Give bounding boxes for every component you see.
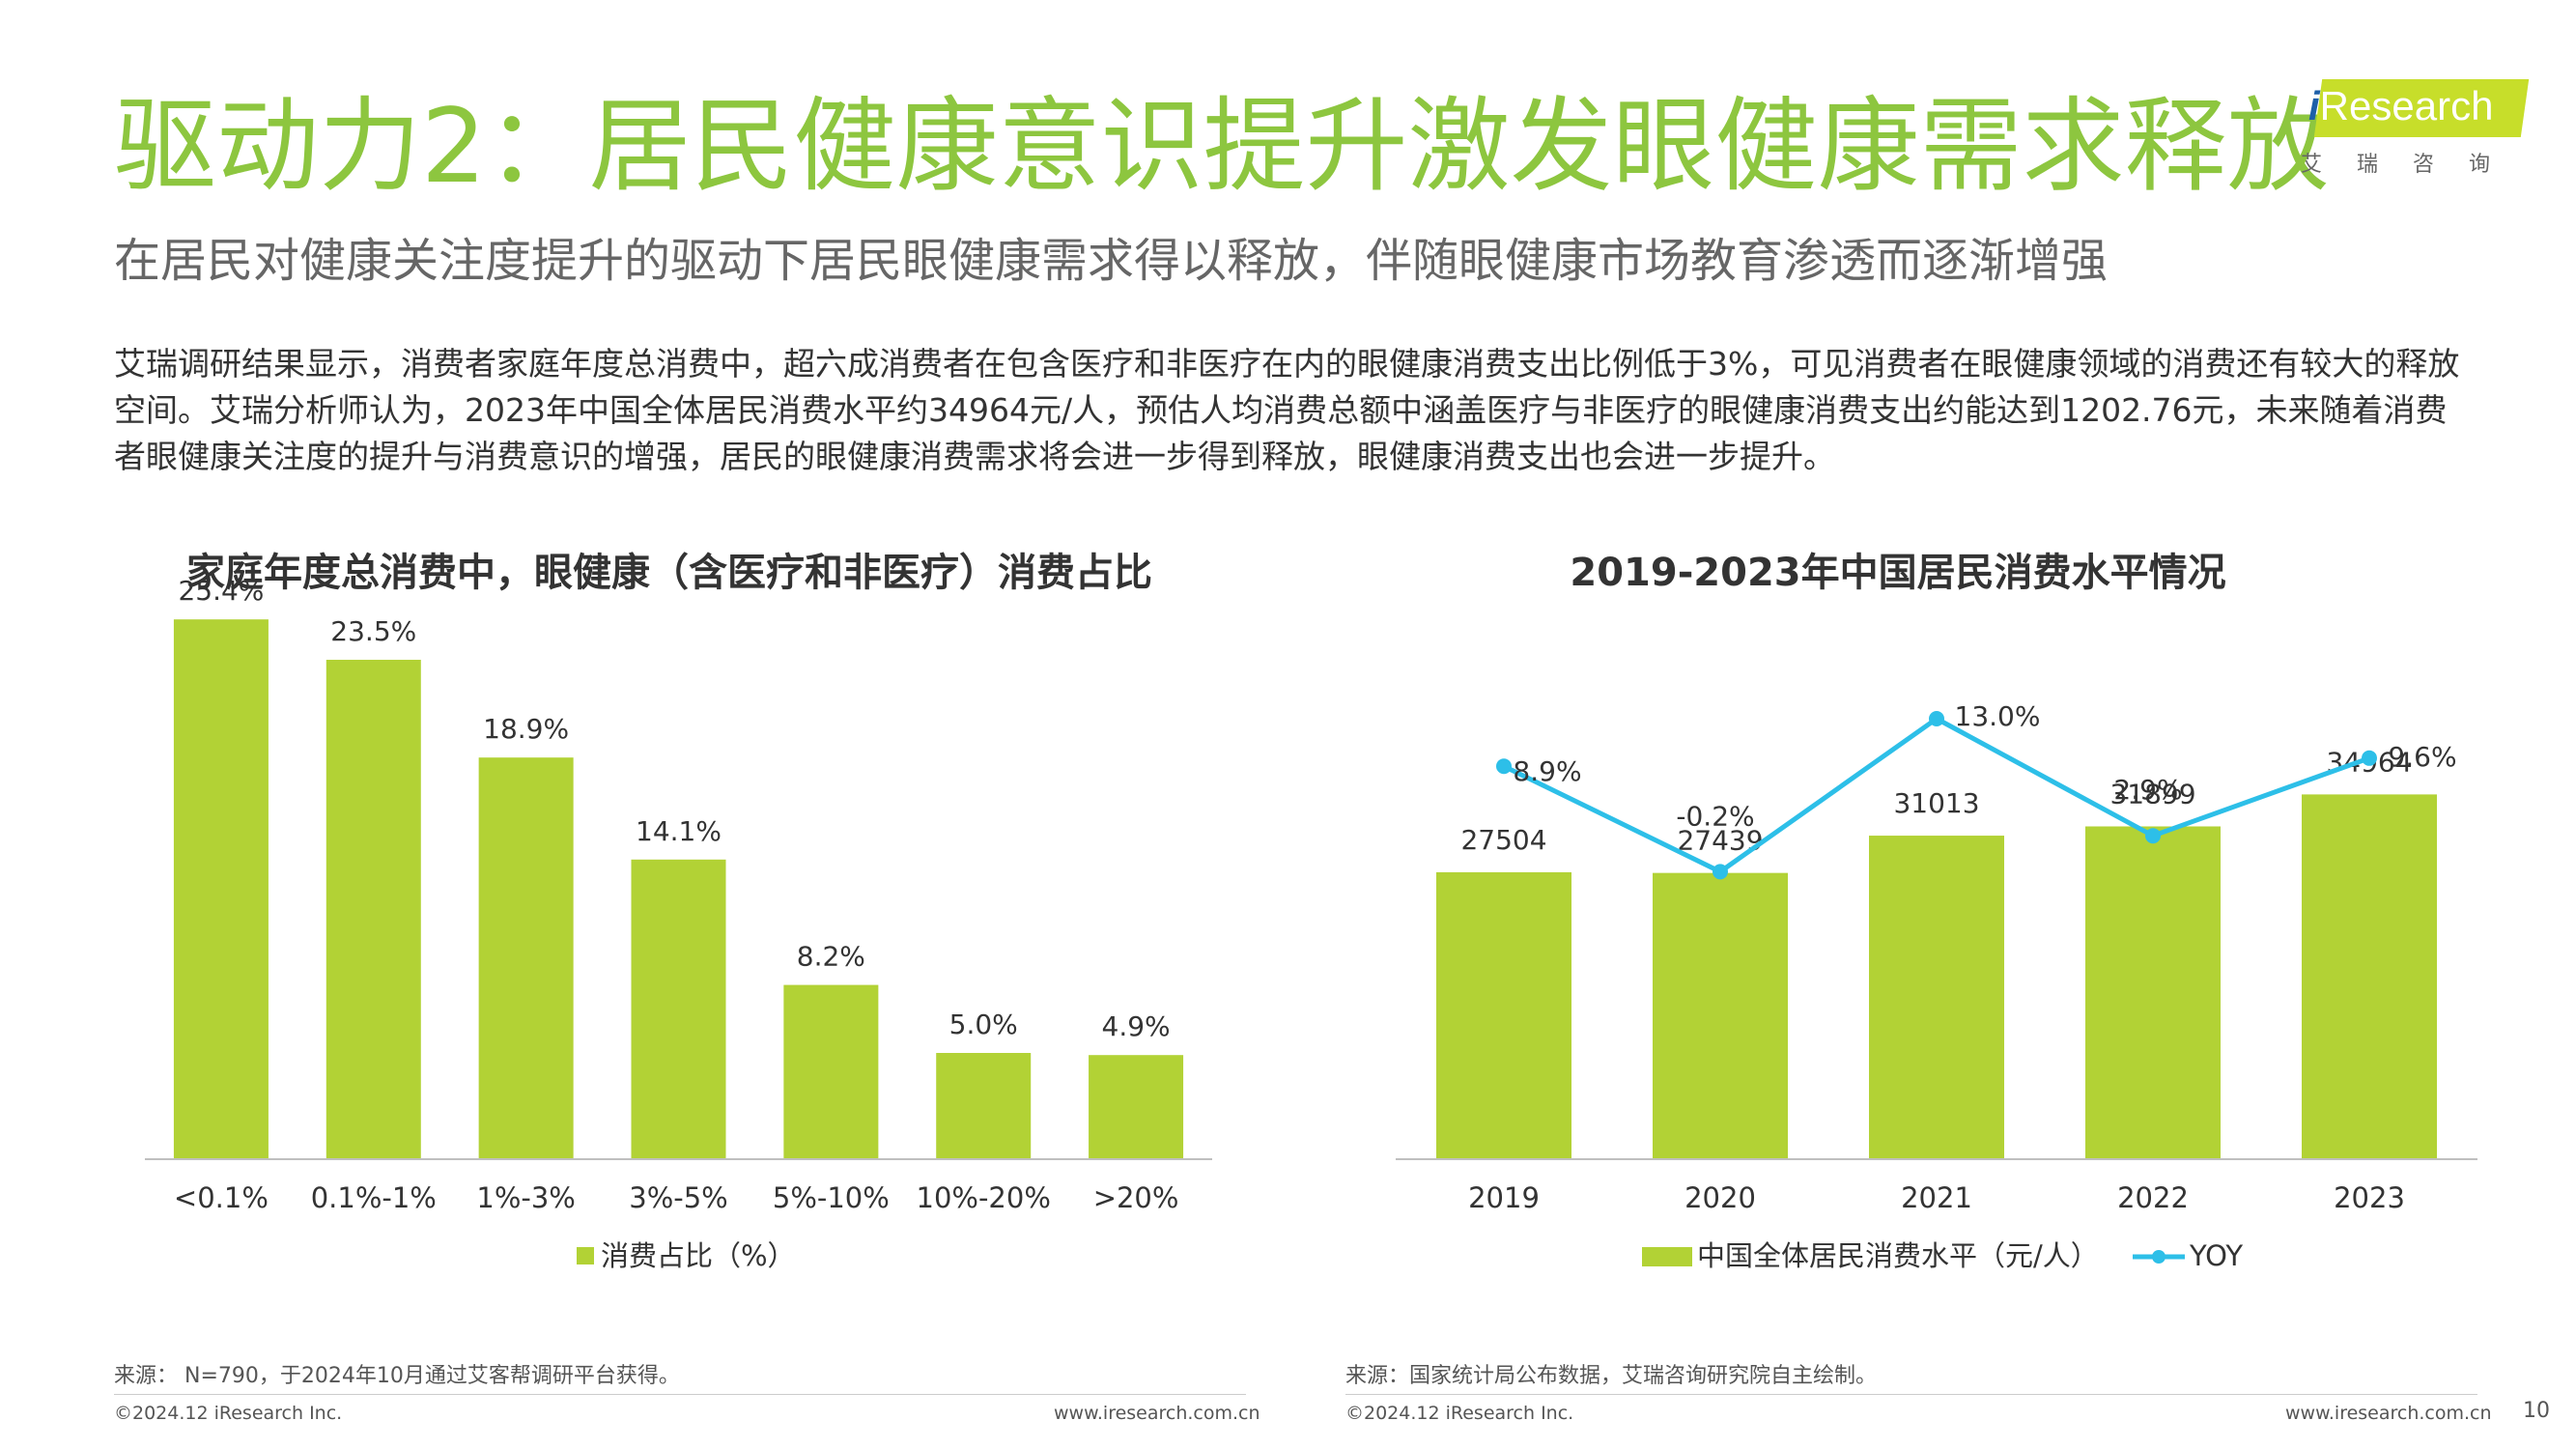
yoy-point — [1929, 711, 1944, 726]
right-chart-source: 来源：国家统计局公布数据，艾瑞咨询研究院自主绘制。 — [1345, 1364, 1878, 1388]
yoy-point — [1713, 864, 1728, 880]
x-tick-label: 3%-5% — [629, 1181, 727, 1214]
bar-consumption-level — [2085, 826, 2221, 1159]
bar-data-label: 25.4% — [178, 575, 264, 607]
bar-data-label: 4.9% — [1102, 1010, 1171, 1042]
page-subtitle: 在居民对健康关注度提升的驱动下居民眼健康需求得以释放，伴随眼健康市场教育渗透而逐… — [114, 234, 2109, 288]
footer-website-left[interactable]: www.iresearch.com.cn — [1054, 1403, 1260, 1424]
bar-consumption-share — [173, 619, 269, 1159]
yoy-point — [2145, 828, 2161, 844]
analysis-paragraph: 艾瑞调研结果显示，消费者家庭年度总消费中，超六成消费者在包含医疗和非医疗在内的眼… — [114, 345, 2460, 475]
x-tick-label: 1%-3% — [476, 1181, 575, 1214]
bar-data-label: 23.5% — [330, 615, 416, 647]
yoy-data-label: 8.9% — [1513, 755, 1581, 787]
left-chart-title: 家庭年度总消费中，眼健康（含医疗和非医疗）消费占比 — [186, 551, 1152, 595]
x-tick-label: 0.1%-1% — [311, 1181, 437, 1214]
bar-data-label: 18.9% — [483, 713, 569, 745]
bar-data-label: 8.2% — [797, 941, 865, 973]
footer-divider-left — [114, 1394, 1246, 1395]
legend-label: YOY — [2189, 1239, 2243, 1272]
x-tick-label: >20% — [1093, 1181, 1179, 1214]
yoy-data-label: 13.0% — [1955, 700, 2041, 732]
x-tick-label: 10%-20% — [917, 1181, 1051, 1214]
legend-swatch-point — [2152, 1250, 2166, 1264]
bar-data-label: 14.1% — [636, 815, 722, 847]
yoy-point — [1496, 758, 1512, 775]
footer-website-right[interactable]: www.iresearch.com.cn — [2285, 1403, 2492, 1424]
bar-consumption-level — [1436, 871, 1571, 1159]
legend-swatch-bar — [1642, 1247, 1692, 1266]
bar-data-label: 5.0% — [949, 1009, 1018, 1040]
legend-label: 消费占比（%） — [601, 1239, 796, 1272]
x-tick-label: 5%-10% — [773, 1181, 890, 1214]
x-tick-label: 2020 — [1684, 1181, 1756, 1214]
yoy-data-label: -0.2% — [1676, 800, 1754, 832]
footer-copyright-right: ©2024.12 iResearch Inc. — [1345, 1403, 1574, 1424]
bar-data-label: 31899 — [2109, 778, 2195, 810]
yoy-point — [2362, 750, 2377, 766]
bar-consumption-share — [326, 660, 421, 1159]
x-tick-label: <0.1% — [174, 1181, 269, 1214]
bar-data-label: 31013 — [1893, 787, 1979, 819]
bar-consumption-level — [2302, 794, 2437, 1159]
iresearch-logo: iResearch 艾瑞咨询 — [2301, 64, 2533, 180]
left-chart-source: 来源： N=790，于2024年10月通过艾客帮调研平台获得。 — [114, 1364, 680, 1388]
x-tick-label: 2021 — [1901, 1181, 1972, 1214]
yoy-data-label: 9.6% — [2388, 741, 2456, 773]
bar-consumption-level — [1869, 836, 2004, 1159]
bar-consumption-share — [631, 859, 726, 1159]
x-tick-label: 2022 — [2117, 1181, 2189, 1214]
page-title: 驱动力2：居民健康意识提升激发眼健康需求释放 — [114, 87, 2330, 206]
bar-consumption-level — [1653, 872, 1788, 1159]
bar-consumption-share — [1089, 1055, 1184, 1159]
bar-data-label: 27504 — [1460, 824, 1546, 856]
footer-copyright-left: ©2024.12 iResearch Inc. — [114, 1403, 343, 1424]
logo-wordmark: iResearch — [2308, 83, 2494, 128]
legend-label: 中国全体居民消费水平（元/人） — [1697, 1239, 2099, 1272]
legend-swatch-bar — [577, 1247, 594, 1264]
bar-consumption-share — [478, 757, 574, 1159]
yoy-data-label: 2.9% — [2113, 774, 2182, 806]
x-tick-label: 2019 — [1468, 1181, 1540, 1214]
x-tick-label: 2023 — [2334, 1181, 2405, 1214]
footer-divider-right — [1345, 1394, 2477, 1395]
logo-chinese-name: 艾瑞咨询 — [2301, 153, 2526, 177]
bar-consumption-share — [783, 984, 879, 1159]
right-chart-title: 2019-2023年中国居民消费水平情况 — [1570, 551, 2226, 595]
bar-consumption-share — [936, 1053, 1032, 1159]
page-number: 10 — [2523, 1399, 2550, 1423]
